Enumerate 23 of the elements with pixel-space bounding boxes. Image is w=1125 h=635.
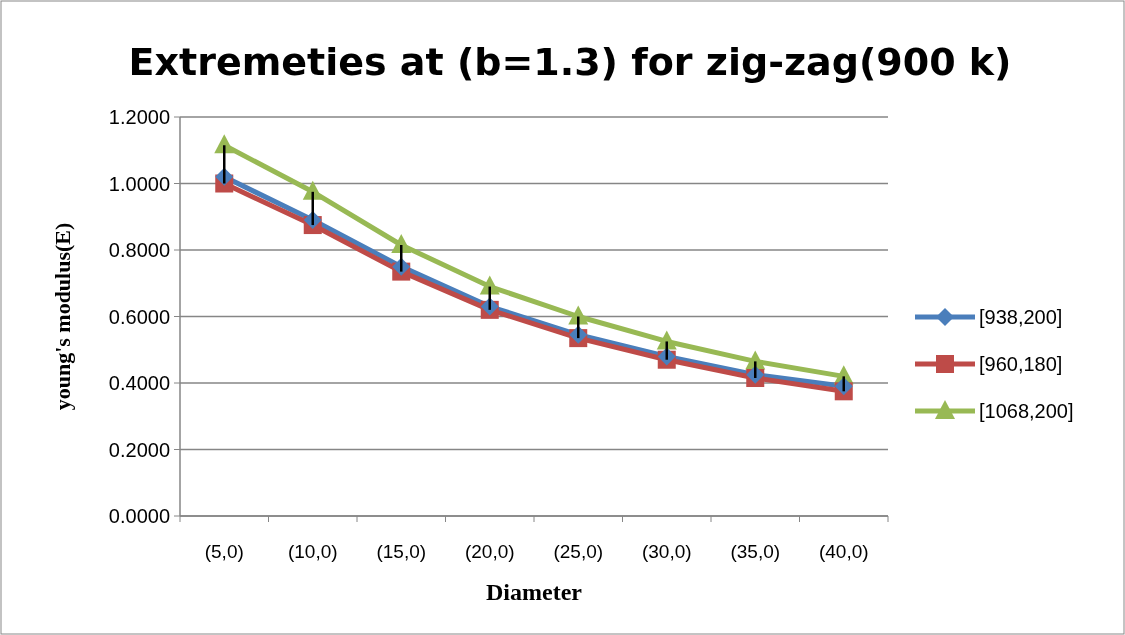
y-axis-title: young's modulus(E) (50, 222, 75, 411)
y-tick-label: 1.0000 (108, 172, 170, 195)
x-tick-label: (40,0) (818, 541, 869, 562)
chart-title: Extremeties at (b=1.3) for zig-zag(900 k) (128, 40, 1012, 84)
point (479, 275, 500, 295)
x-tick-label: (25,0) (553, 541, 604, 562)
x-tick-label: (10,0) (287, 541, 338, 562)
y-tick-label: 0.2000 (108, 438, 170, 461)
point (302, 180, 323, 200)
x-tick-label: (35,0) (730, 541, 781, 562)
legend-label: [1068,200] (979, 400, 1074, 422)
x-tick-label: (20,0) (464, 541, 515, 562)
y-tick-label: 0.8000 (108, 239, 170, 261)
x-tick-label: (15,0) (376, 541, 427, 562)
x-axis-title: Diameter (486, 579, 583, 605)
legend-label: [960,180] (979, 353, 1063, 375)
y-tick-label: 0.0000 (108, 505, 170, 527)
x-tick-label: (30,0) (641, 541, 692, 562)
y-tick-label: 1.2000 (108, 106, 170, 128)
x-tick-label: (5,0) (204, 541, 244, 562)
y-tick-label: 0.4000 (108, 372, 170, 394)
legend-label: [938,200] (979, 306, 1063, 328)
y-tick-label: 0.6000 (108, 305, 170, 328)
